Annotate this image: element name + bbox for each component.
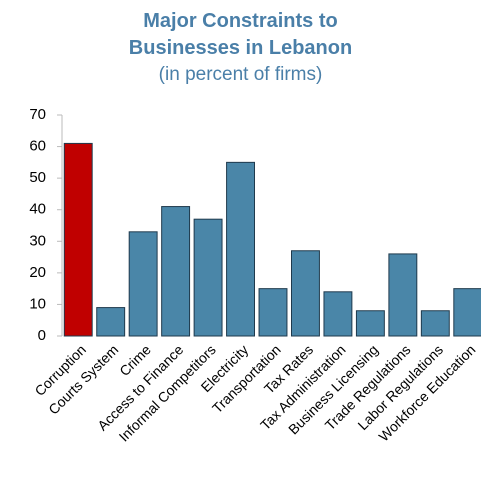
bar [291, 250, 320, 337]
chart-subtitle: (in percent of firms) [158, 64, 323, 85]
bar [453, 288, 481, 337]
bar [388, 253, 418, 337]
bar [96, 307, 126, 337]
y-tick-label: 30 [29, 232, 46, 249]
header: Major Constraints to Businesses in Leban… [0, 8, 481, 86]
bar [193, 218, 223, 337]
y-tick-label: 60 [29, 138, 46, 155]
chart-title: Major Constraints to Businesses in Leban… [128, 10, 353, 59]
bar [226, 161, 255, 337]
bar [128, 231, 158, 337]
y-tick-label: 40 [29, 201, 46, 218]
bar [63, 142, 93, 337]
bar [355, 310, 385, 337]
y-tick-label: 10 [29, 295, 46, 312]
y-tick-label: 20 [29, 264, 46, 281]
bar [161, 206, 191, 337]
y-tick-label: 70 [29, 106, 46, 123]
bar [323, 291, 353, 337]
bar [258, 288, 288, 337]
y-tick-label: 50 [29, 169, 46, 186]
y-tick-label: 0 [38, 327, 46, 344]
bar [420, 310, 450, 337]
